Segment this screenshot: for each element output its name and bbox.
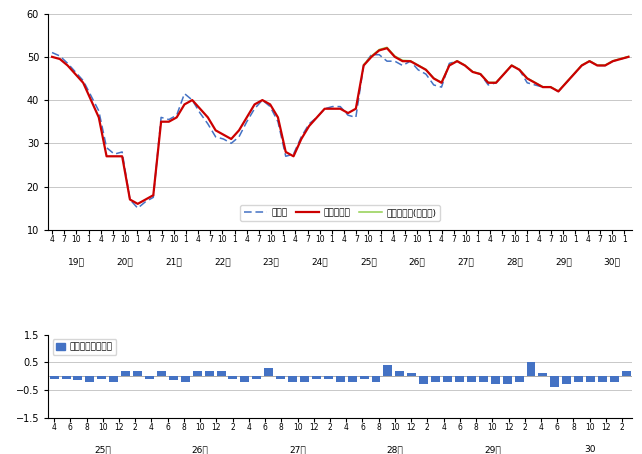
Bar — [419, 376, 428, 385]
Bar — [73, 376, 82, 380]
Text: 25年: 25年 — [360, 257, 377, 266]
Text: 29年: 29年 — [484, 445, 501, 454]
Bar — [539, 373, 548, 376]
Bar — [622, 370, 631, 376]
Bar — [62, 376, 71, 379]
Bar — [586, 376, 595, 382]
Bar — [383, 365, 392, 376]
Bar — [288, 376, 297, 382]
Text: 30
年: 30 年 — [584, 445, 595, 454]
Bar — [407, 373, 416, 376]
Bar — [574, 376, 583, 382]
Bar — [85, 376, 94, 382]
Bar — [467, 376, 476, 382]
Bar — [109, 376, 118, 382]
Text: 27年: 27年 — [289, 445, 306, 454]
Bar — [265, 368, 273, 376]
Bar — [98, 376, 107, 379]
Bar — [515, 376, 524, 382]
Bar — [431, 376, 440, 382]
Bar — [395, 370, 404, 376]
Bar — [145, 376, 154, 379]
Text: 25年: 25年 — [94, 445, 111, 454]
Text: 26年: 26年 — [409, 257, 426, 266]
Text: 20年: 20年 — [117, 257, 134, 266]
Bar — [216, 370, 225, 376]
Text: 28年: 28年 — [386, 445, 403, 454]
Bar — [49, 376, 58, 379]
Bar — [336, 376, 345, 382]
Text: 28年: 28年 — [506, 257, 523, 266]
Bar — [550, 376, 559, 387]
Bar — [181, 376, 190, 382]
Text: 26年: 26年 — [192, 445, 209, 454]
Text: 27年: 27年 — [458, 257, 474, 266]
Bar — [276, 376, 285, 379]
Bar — [360, 376, 369, 379]
Text: 29年: 29年 — [555, 257, 571, 266]
Bar — [312, 376, 321, 379]
Bar — [479, 376, 488, 382]
Bar — [455, 376, 464, 382]
Text: 23年: 23年 — [263, 257, 279, 266]
Bar — [300, 376, 309, 382]
Bar — [121, 370, 130, 376]
Bar — [526, 362, 535, 376]
Bar — [610, 376, 619, 382]
Bar — [252, 376, 261, 379]
Text: 21年: 21年 — [166, 257, 182, 266]
Bar — [490, 376, 499, 385]
Bar — [503, 376, 512, 385]
Bar — [562, 376, 571, 385]
Bar — [372, 376, 381, 382]
Text: 19年: 19年 — [68, 257, 85, 266]
Bar — [205, 370, 214, 376]
Bar — [240, 376, 249, 382]
Text: 22年: 22年 — [214, 257, 230, 266]
Bar — [193, 370, 202, 376]
Bar — [133, 370, 142, 376]
Text: 30年: 30年 — [603, 257, 620, 266]
Bar — [348, 376, 357, 382]
Bar — [157, 370, 166, 376]
Bar — [229, 376, 238, 379]
Legend: 原系列, 季節調整値, 季節調整値(改訂前): 原系列, 季節調整値, 季節調整値(改訂前) — [241, 205, 440, 221]
Bar — [169, 376, 178, 380]
Bar — [324, 376, 333, 379]
Text: 24年: 24年 — [311, 257, 328, 266]
Bar — [443, 376, 452, 382]
Legend: 新旧差（新－旧）: 新旧差（新－旧） — [53, 339, 116, 355]
Bar — [598, 376, 607, 382]
